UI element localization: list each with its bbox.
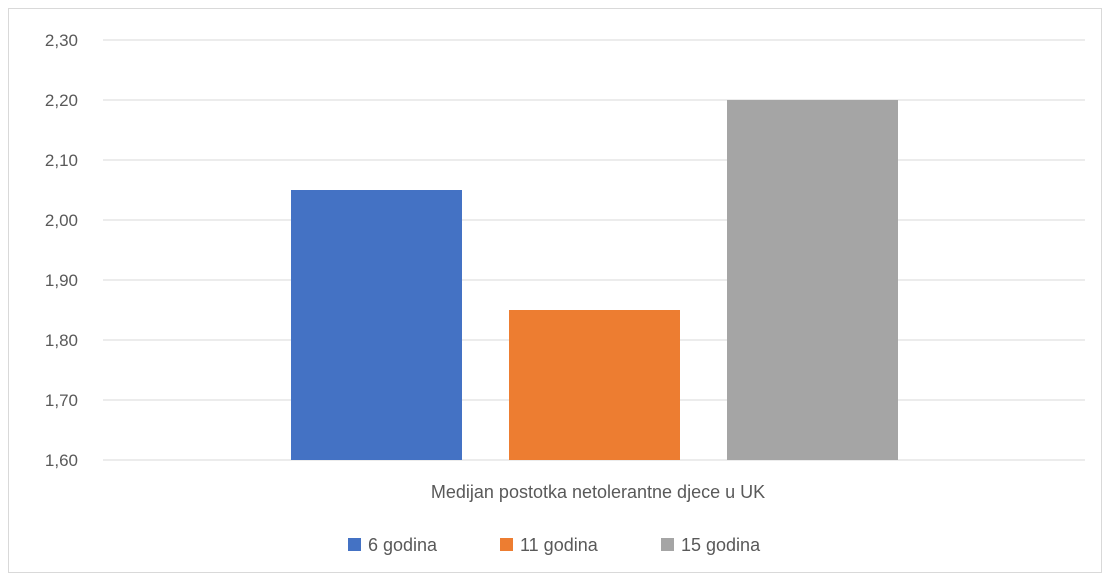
- bar-series-1: [291, 190, 462, 460]
- y-tick-label: 2,30: [45, 31, 78, 50]
- y-tick-label: 2,10: [45, 151, 78, 170]
- y-tick-label: 1,70: [45, 391, 78, 410]
- y-tick-label: 1,60: [45, 451, 78, 470]
- y-axis-ticks: 1,60 1,70 1,80 1,90 2,00 2,10 2,20 2,30: [45, 31, 78, 470]
- y-tick-label: 2,00: [45, 211, 78, 230]
- legend-swatch: [348, 538, 361, 551]
- x-category-label: Medijan postotka netolerantne djece u UK: [431, 482, 765, 502]
- legend-swatch: [500, 538, 513, 551]
- bar-series-2: [509, 310, 680, 460]
- bar-series-3: [727, 100, 898, 460]
- y-tick-label: 1,90: [45, 271, 78, 290]
- legend: 6 godina 11 godina 15 godina: [348, 535, 761, 555]
- legend-swatch: [661, 538, 674, 551]
- legend-label: 15 godina: [681, 535, 761, 555]
- bars: [291, 100, 898, 460]
- y-tick-label: 2,20: [45, 91, 78, 110]
- chart-frame: [8, 8, 1102, 573]
- y-tick-label: 1,80: [45, 331, 78, 350]
- legend-label: 6 godina: [368, 535, 438, 555]
- legend-label: 11 godina: [520, 535, 599, 555]
- gridlines: [103, 39, 1085, 461]
